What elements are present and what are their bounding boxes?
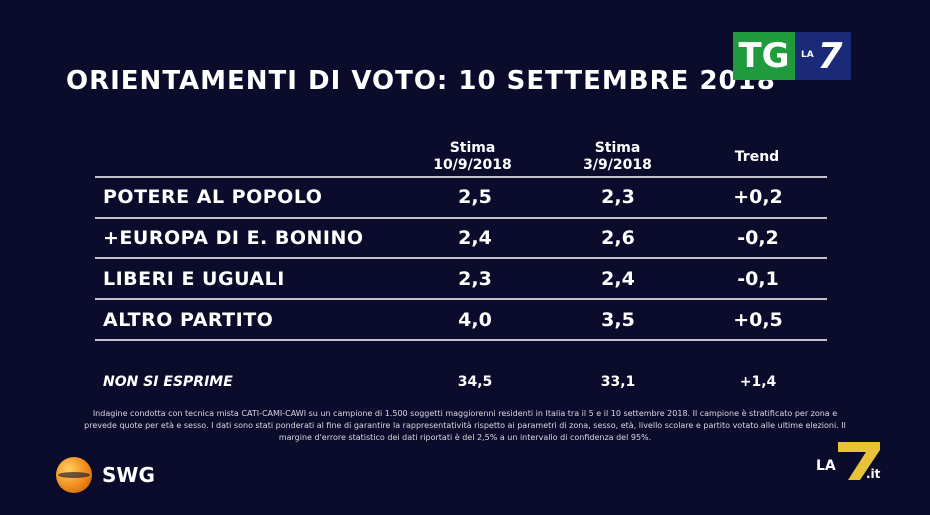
stima-current-value: 34,5 [457, 374, 493, 390]
stima-current-value: 2,4 [458, 227, 492, 249]
swg-label: SWG [102, 463, 155, 487]
column-header-line2: Trend [734, 149, 780, 165]
page-title: ORIENTAMENTI DI VOTO: 10 SETTEMBRE 2018 [66, 66, 776, 96]
methodology-note: Indagine condotta con tecnica mista CATI… [84, 409, 846, 442]
trend-value: -0,1 [737, 268, 779, 290]
swg-logo: SWG [56, 457, 155, 493]
seven-label: 7 [817, 35, 843, 77]
party-label: +EUROPA DI E. BONINO [103, 227, 364, 249]
la7-watermark-logo: LA .it [816, 442, 881, 481]
column-header-trend: Trend [712, 149, 802, 166]
swg-globe-icon [56, 457, 92, 493]
it-text: .it [866, 467, 881, 481]
party-label: POTERE AL POPOLO [103, 186, 323, 208]
table-rule [95, 217, 827, 219]
la7-logo-block: LA 7 [795, 32, 851, 80]
party-label: LIBERI E UGUALI [103, 268, 285, 290]
tg-la7-logo: TG LA 7 [733, 32, 851, 80]
trend-value: +0,2 [733, 186, 783, 208]
column-header-line2: 3/9/2018 [583, 157, 652, 173]
column-header-line2: 10/9/2018 [433, 157, 512, 173]
stima-previous-value: 2,3 [601, 186, 635, 208]
stima-previous-value: 33,1 [600, 374, 636, 390]
stima-previous-value: 2,6 [601, 227, 635, 249]
trend-value: -0,2 [737, 227, 779, 249]
stima-previous-value: 3,5 [601, 309, 635, 331]
la-text: LA [816, 458, 836, 474]
stima-previous-value: 2,4 [601, 268, 635, 290]
table-rule [95, 257, 827, 259]
column-header-line1: Stima [449, 140, 496, 156]
trend-value: +1,4 [739, 374, 777, 390]
la7-seven-shape [838, 442, 880, 480]
column-header-stima-1: Stima 10/9/2018 [425, 140, 520, 174]
stima-current-value: 2,3 [458, 268, 492, 290]
party-label: ALTRO PARTITO [103, 309, 274, 331]
la-label: LA [801, 50, 814, 60]
stima-current-value: 2,5 [458, 186, 492, 208]
table-rule [95, 176, 827, 178]
column-header-stima-2: Stima 3/9/2018 [570, 140, 665, 174]
tg-logo-text: TG [733, 32, 795, 80]
non-si-esprime-label: NON SI ESPRIME [103, 374, 233, 390]
table-rule [95, 298, 827, 300]
stima-current-value: 4,0 [458, 309, 492, 331]
table-rule [95, 339, 827, 341]
column-header-line1: Stima [594, 140, 641, 156]
trend-value: +0,5 [733, 309, 783, 331]
